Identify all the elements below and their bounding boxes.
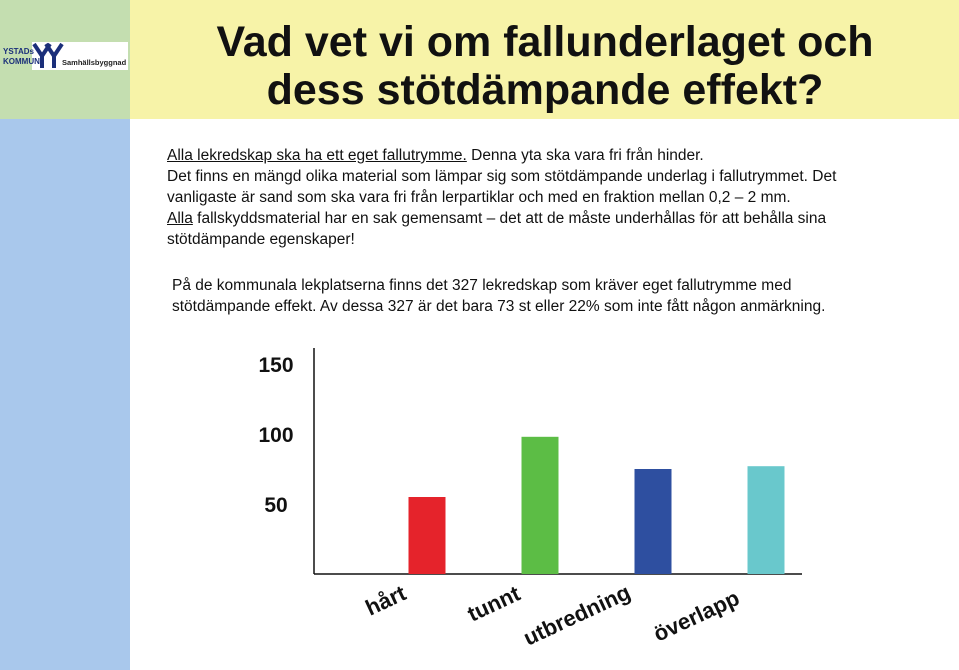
paragraph-3: Alla fallskyddsmaterial har en sak gemen… xyxy=(167,208,867,250)
bar-2 xyxy=(634,469,672,574)
paragraph-1: Alla lekredskap ska ha ett eget fallutry… xyxy=(167,145,867,166)
title-line-1: Vad vet vi om fallunderlaget och xyxy=(216,18,874,66)
stats-text: På de kommunala lekplatserna finns det 3… xyxy=(172,275,872,317)
x-tick-label: tunnt xyxy=(464,580,525,626)
x-tick-label: hårt xyxy=(362,580,411,621)
bar-0 xyxy=(408,497,446,574)
ystad-kommun-logo: YSTADs KOMMUN Samhällsbyggnad xyxy=(2,42,128,72)
paragraph-3-rest: fallskyddsmaterial har en sak gemensamt … xyxy=(167,210,827,248)
logo-emblem-icon xyxy=(32,42,128,70)
bar-3 xyxy=(747,466,785,574)
logo-department: Samhällsbyggnad xyxy=(62,58,127,67)
y-tick-label: 150 xyxy=(258,354,293,377)
x-tick-label: utbredning xyxy=(520,579,635,650)
header-band xyxy=(130,0,959,119)
title-line-2: dess stötdämpande effekt? xyxy=(266,66,824,114)
intro-text: Alla lekredskap ska ha ett eget fallutry… xyxy=(167,145,867,250)
left-bottom-panel xyxy=(0,119,130,670)
logo-text-ystads: YSTADs xyxy=(3,47,34,56)
paragraph-2: Det finns en mängd olika material som lä… xyxy=(167,168,837,206)
fallutrymme-link[interactable]: Alla lekredskap ska ha ett eget fallutry… xyxy=(167,147,467,164)
logo-text-kommun: KOMMUN xyxy=(3,57,40,66)
y-tick-label: 50 xyxy=(264,494,287,517)
page-title: Vad vet vi om fallunderlaget och dess st… xyxy=(150,18,940,114)
x-tick-label: överlapp xyxy=(650,585,744,646)
paragraph-4: På de kommunala lekplatserna finns det 3… xyxy=(172,277,826,315)
alla-underline: Alla xyxy=(167,210,193,227)
paragraph-1-rest: Denna yta ska vara fri från hinder. xyxy=(466,147,704,164)
bar-1 xyxy=(521,436,559,574)
y-tick-label: 100 xyxy=(258,424,293,447)
